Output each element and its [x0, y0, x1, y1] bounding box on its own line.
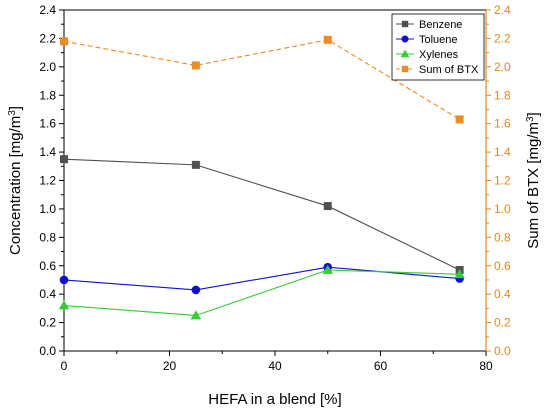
data-point-xylenes: [454, 269, 465, 279]
legend-label: Sum of BTX: [419, 64, 479, 76]
series-line-toluene: [63, 266, 460, 291]
y-tick-label-right: 1.2: [494, 174, 511, 188]
y-tick-label-right: 0.6: [494, 259, 511, 273]
y-tick-label-left: 0.0: [39, 344, 56, 358]
y-tick-label-right: 0.0: [494, 344, 511, 358]
y-tick-label-right: 1.4: [494, 145, 511, 159]
y-tick-label-left: 0.2: [39, 316, 56, 330]
y-tick-label-left: 1.2: [39, 174, 56, 188]
y-tick-label-right: 1.6: [494, 117, 511, 131]
legend-marker: [401, 20, 409, 28]
x-tick-label: 80: [479, 359, 493, 373]
y-tick-label-right: 0.4: [494, 287, 511, 301]
legend-label: Toluene: [419, 34, 458, 46]
y-tick-label-left: 0.8: [39, 230, 56, 244]
data-point-xylenes: [58, 300, 70, 310]
legend-marker: [400, 49, 410, 58]
data-point-sum-of-btx: [323, 35, 332, 44]
axes: 0 20 40 60 800.0 0.00.2 0.20.4 0.40.6 0.60.8 0.81…: [39, 3, 511, 373]
y-tick-label-left: 0.4: [39, 287, 56, 301]
y-tick-label-right: 1.8: [494, 88, 511, 102]
legend-label: Benzene: [419, 19, 462, 31]
y-tick-label-right: 1.0: [494, 202, 511, 216]
y-tick-label-right: 2.2: [494, 31, 511, 45]
data-point-sum-of-btx: [191, 61, 200, 70]
x-tick-label: 60: [374, 359, 388, 373]
x-tick-label: 40: [268, 359, 282, 373]
data-point-xylenes: [322, 264, 333, 274]
series-line-benzene: [63, 158, 460, 271]
series-line-xylenes: [63, 269, 460, 317]
data-point-sum-of-btx: [60, 37, 68, 46]
data-point-benzene: [60, 155, 68, 164]
y-tick-label-right: 2.0: [494, 60, 511, 74]
legend: Benzene Toluene Xylenes Sum of BTX: [391, 13, 485, 81]
y-tick-label-right: 0.2: [494, 316, 511, 330]
x-tick-label: 0: [61, 359, 68, 373]
legend-label: Xylenes: [419, 49, 459, 61]
y-tick-label-left: 1.0: [39, 202, 56, 216]
data-point-sum-of-btx: [455, 115, 464, 124]
y-tick-label-left: 1.4: [39, 145, 56, 159]
legend-marker: [401, 65, 409, 73]
y-tick-label-left: 1.8: [39, 88, 56, 102]
data-point-xylenes: [190, 310, 202, 320]
legend-marker: [401, 35, 409, 43]
y-tick-label-left: 2.2: [39, 31, 56, 45]
x-tick-label: 20: [163, 359, 177, 373]
data-point-toluene: [191, 285, 201, 295]
x-axis-title: HEFA in a blend [%]: [208, 391, 341, 408]
data-point-toluene: [59, 275, 69, 285]
data-point-benzene: [191, 160, 200, 169]
y-tick-label-right: 0.8: [494, 230, 511, 244]
y-tick-label-left: 2.0: [39, 60, 56, 74]
y-tick-label-left: 2.4: [39, 3, 56, 17]
data-point-benzene: [323, 202, 332, 211]
y-axis-title-right: Sum of BTX [mg/m3]: [525, 112, 543, 248]
y-tick-label-right: 2.4: [494, 3, 511, 17]
y-tick-label-left: 0.6: [39, 259, 56, 273]
y-tick-label-left: 1.6: [39, 117, 56, 131]
y-axis-title-left: Concentration [mg/m3]: [7, 106, 25, 255]
